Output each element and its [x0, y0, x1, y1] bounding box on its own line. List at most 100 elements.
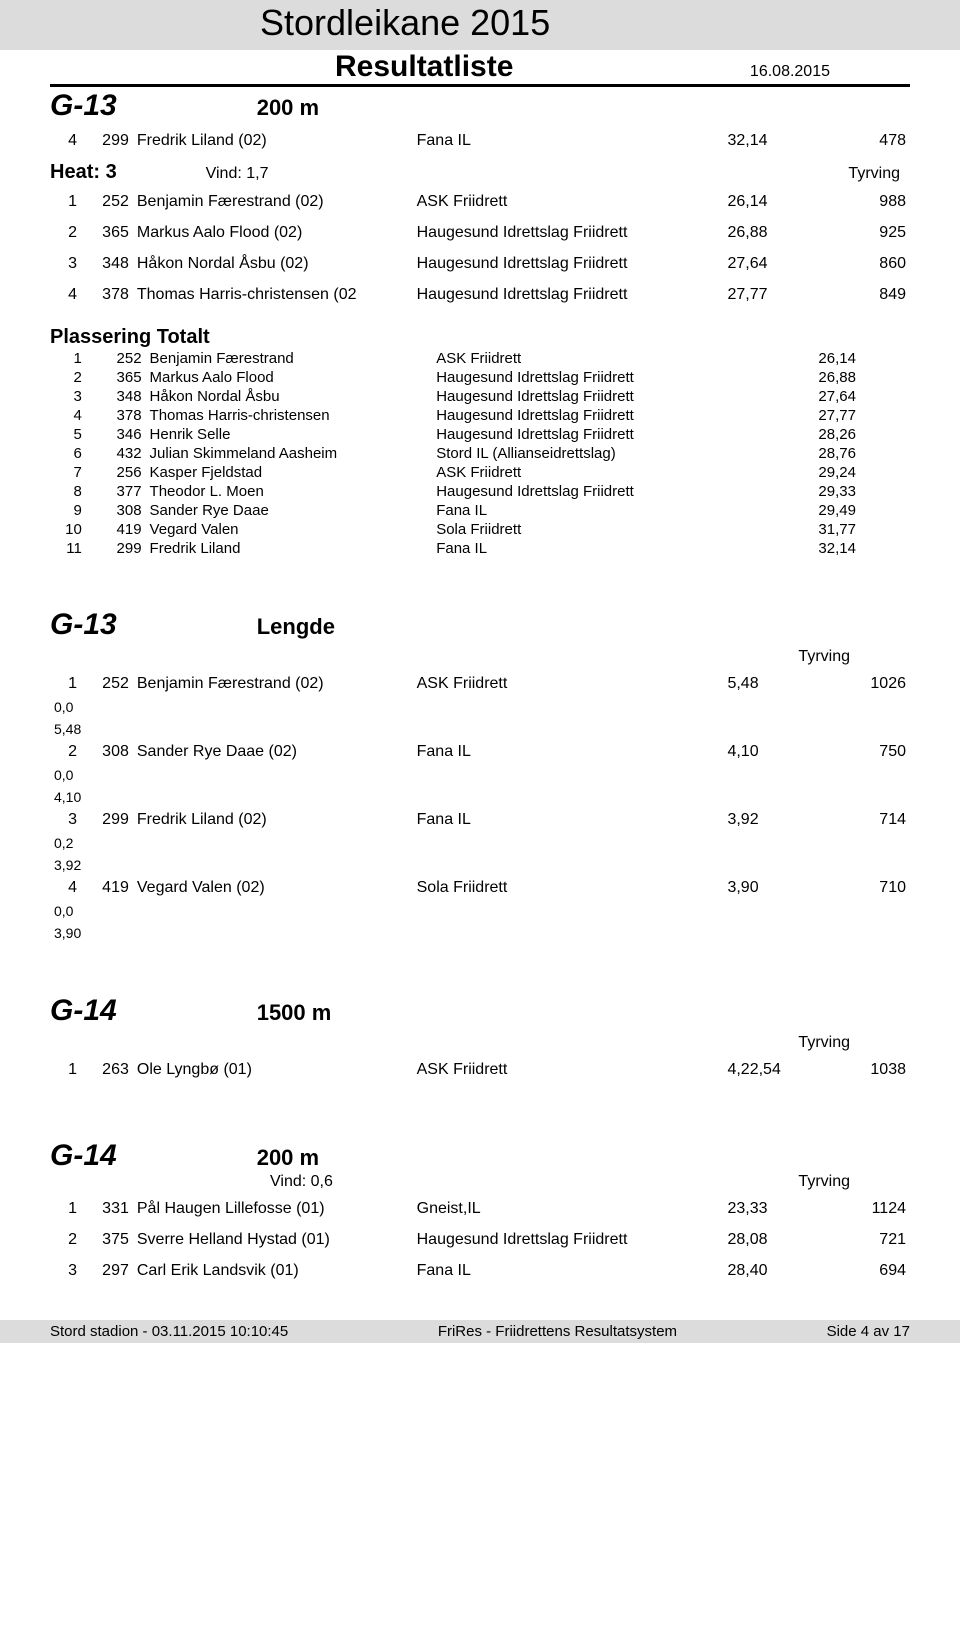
totalt-row: 7 256 Kasper Fjeldstad ASK Friidrett 29,…	[50, 463, 910, 482]
club: ASK Friidrett	[432, 349, 814, 368]
result: 4,22,54	[723, 1058, 816, 1089]
athlete-name: Fredrik Liland (02)	[133, 808, 413, 832]
club: ASK Friidrett	[413, 1058, 724, 1089]
athlete-name: Sander Rye Daae	[146, 501, 433, 520]
athlete-name: Vegard Valen	[146, 520, 433, 539]
result-row: 3 297 Carl Erik Landsvik (01) Fana IL 28…	[50, 1259, 910, 1290]
result-row: 3 348 Håkon Nordal Åsbu (02) Haugesund I…	[50, 252, 910, 283]
bib: 432	[86, 444, 146, 463]
place: 4	[50, 406, 86, 425]
result: 32,14	[723, 129, 816, 153]
club: Haugesund Idrettslag Friidrett	[432, 425, 814, 444]
points: 710	[817, 876, 910, 900]
result-row: 2 375 Sverre Helland Hystad (01) Haugesu…	[50, 1228, 910, 1259]
place: 7	[50, 463, 86, 482]
club: ASK Friidrett	[413, 672, 724, 696]
lengde-wind-row: 0,0	[50, 900, 910, 922]
tyrving-lengde: Tyrving	[50, 648, 910, 666]
category-row-g13-200: G-13 200 m	[50, 89, 910, 123]
wind-value: 0,0	[50, 900, 910, 922]
pre-results-table: 4 299 Fredrik Liland (02) Fana IL 32,14 …	[50, 129, 910, 153]
lengde-wind-row: 0,2	[50, 832, 910, 854]
place: 5	[50, 425, 86, 444]
lengde-row: 2 308 Sander Rye Daae (02) Fana IL 4,10 …	[50, 740, 910, 764]
result: 28,76	[814, 444, 910, 463]
place: 9	[50, 501, 86, 520]
bib: 252	[81, 190, 133, 221]
bib: 299	[81, 808, 133, 832]
table-1500: 1 263 Ole Lyngbø (01) ASK Friidrett 4,22…	[50, 1058, 910, 1089]
athlete-name: Vegard Valen (02)	[133, 876, 413, 900]
bib: 375	[81, 1228, 133, 1259]
points: 750	[817, 740, 910, 764]
result: 27,64	[814, 387, 910, 406]
result: 26,14	[723, 190, 816, 221]
club: Haugesund Idrettslag Friidrett	[413, 221, 724, 252]
event-title: Stordleikane 2015	[260, 2, 550, 44]
category-g14-2: G-14	[50, 1139, 117, 1173]
result: 23,33	[723, 1197, 816, 1228]
category-row-g13-lengde: G-13 Lengde	[50, 608, 910, 642]
athlete-name: Håkon Nordal Åsbu	[146, 387, 433, 406]
place: 1	[50, 1197, 81, 1228]
bib: 252	[81, 672, 133, 696]
club: Haugesund Idrettslag Friidrett	[413, 252, 724, 283]
athlete-name: Theodor L. Moen	[146, 482, 433, 501]
heat-row: Heat: 3 Vind: 1,7 Tyrving	[50, 161, 910, 184]
wind-row-g14-200: Vind: 0,6 Tyrving	[50, 1173, 910, 1191]
result-row: 1 263 Ole Lyngbø (01) ASK Friidrett 4,22…	[50, 1058, 910, 1089]
club: Sola Friidrett	[432, 520, 814, 539]
result: 28,40	[723, 1259, 816, 1290]
result: 27,77	[723, 283, 816, 314]
discipline-1500m: 1500 m	[257, 1000, 332, 1026]
result: 29,33	[814, 482, 910, 501]
result: 32,14	[814, 539, 910, 558]
athlete-name: Carl Erik Landsvik (01)	[133, 1259, 413, 1290]
place: 2	[50, 740, 81, 764]
date: 16.08.2015	[750, 63, 830, 81]
place: 11	[50, 539, 86, 558]
placement-total-label: Plassering Totalt	[50, 326, 910, 349]
points: 714	[817, 808, 910, 832]
result: 28,26	[814, 425, 910, 444]
athlete-name: Sverre Helland Hystad (01)	[133, 1228, 413, 1259]
points: 1038	[817, 1058, 910, 1089]
heat-label: Heat: 3	[50, 161, 117, 183]
totalt-row: 10 419 Vegard Valen Sola Friidrett 31,77	[50, 520, 910, 539]
place: 3	[50, 387, 86, 406]
place: 1	[50, 1058, 81, 1089]
result: 3,92	[723, 808, 816, 832]
lengde-row: 3 299 Fredrik Liland (02) Fana IL 3,92 7…	[50, 808, 910, 832]
totalt-row: 2 365 Markus Aalo Flood Haugesund Idrett…	[50, 368, 910, 387]
tyrving-label: Tyrving	[848, 165, 910, 183]
lengde-best-row: 5,48	[50, 718, 910, 740]
club: ASK Friidrett	[432, 463, 814, 482]
result: 26,88	[723, 221, 816, 252]
place: 4	[50, 876, 81, 900]
best-jump: 4,10	[50, 786, 910, 808]
athlete-name: Pål Haugen Lillefosse (01)	[133, 1197, 413, 1228]
category-row-g14-1500: G-14 1500 m	[50, 994, 910, 1028]
lengde-table: 1 252 Benjamin Færestrand (02) ASK Friid…	[50, 672, 910, 944]
result-row: 1 252 Benjamin Færestrand (02) ASK Friid…	[50, 190, 910, 221]
place: 2	[50, 368, 86, 387]
tyrving-200: Tyrving	[798, 1173, 850, 1191]
points: 988	[817, 190, 910, 221]
points: 849	[817, 283, 910, 314]
result: 29,24	[814, 463, 910, 482]
totalt-row: 3 348 Håkon Nordal Åsbu Haugesund Idrett…	[50, 387, 910, 406]
lengde-best-row: 3,92	[50, 854, 910, 876]
discipline-200m: 200 m	[257, 95, 319, 121]
club: Gneist,IL	[413, 1197, 724, 1228]
club: Haugesund Idrettslag Friidrett	[413, 283, 724, 314]
bib: 348	[86, 387, 146, 406]
bib: 419	[81, 876, 133, 900]
bib: 419	[86, 520, 146, 539]
category-g14: G-14	[50, 994, 117, 1028]
place: 1	[50, 190, 81, 221]
bib: 346	[86, 425, 146, 444]
bib: 308	[81, 740, 133, 764]
totalt-row: 5 346 Henrik Selle Haugesund Idrettslag …	[50, 425, 910, 444]
result-row: 2 365 Markus Aalo Flood (02) Haugesund I…	[50, 221, 910, 252]
club: Haugesund Idrettslag Friidrett	[432, 406, 814, 425]
